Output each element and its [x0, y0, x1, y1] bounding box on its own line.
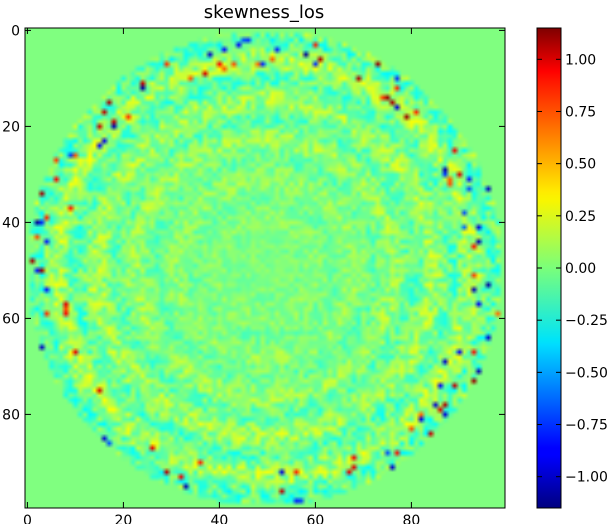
y-axis: 0 20 40 60 80 [2, 23, 505, 423]
x-tick-label: 0 [23, 513, 32, 524]
heatmap-image [25, 28, 505, 508]
heatmap-plot-area [24, 27, 506, 509]
chart-title: skewness_los [204, 2, 325, 23]
x-tick-label: 80 [402, 513, 420, 524]
colorbar-tick-label: −0.25 [565, 313, 608, 329]
colorbar: 1.00 0.75 0.50 0.25 0.00 −0.25 −0.50 −0.75 −1.00 [536, 27, 608, 509]
colorbar-ticks: 1.00 0.75 0.50 0.25 0.00 −0.25 −0.50 −0.75 −1.00 [537, 52, 608, 486]
colorbar-tick-label: −1.00 [565, 470, 608, 486]
colorbar-tick-label: 0.00 [565, 261, 596, 277]
colorbar-tick-label: 0.75 [565, 104, 596, 120]
colorbar-tick-label: −0.75 [565, 418, 608, 434]
y-tick-label: 80 [2, 407, 20, 423]
x-tick-label: 20 [114, 513, 132, 524]
colorbar-tick-label: 0.25 [565, 209, 596, 225]
heatmap-image-frame [25, 28, 505, 508]
y-tick-label: 60 [2, 311, 20, 327]
colorbar-tick-label: −0.50 [565, 365, 608, 381]
y-tick-label: 40 [2, 215, 20, 231]
y-tick-label: 20 [2, 119, 20, 135]
x-tick-label: 60 [306, 513, 324, 524]
plot-frame [24, 27, 506, 509]
y-tick-label: 0 [11, 23, 20, 39]
colorbar-tick-label: 1.00 [565, 52, 596, 68]
colorbar-tick-label: 0.50 [565, 157, 596, 173]
x-axis: 0 20 40 60 80 [23, 28, 420, 524]
x-tick-label: 40 [210, 513, 228, 524]
